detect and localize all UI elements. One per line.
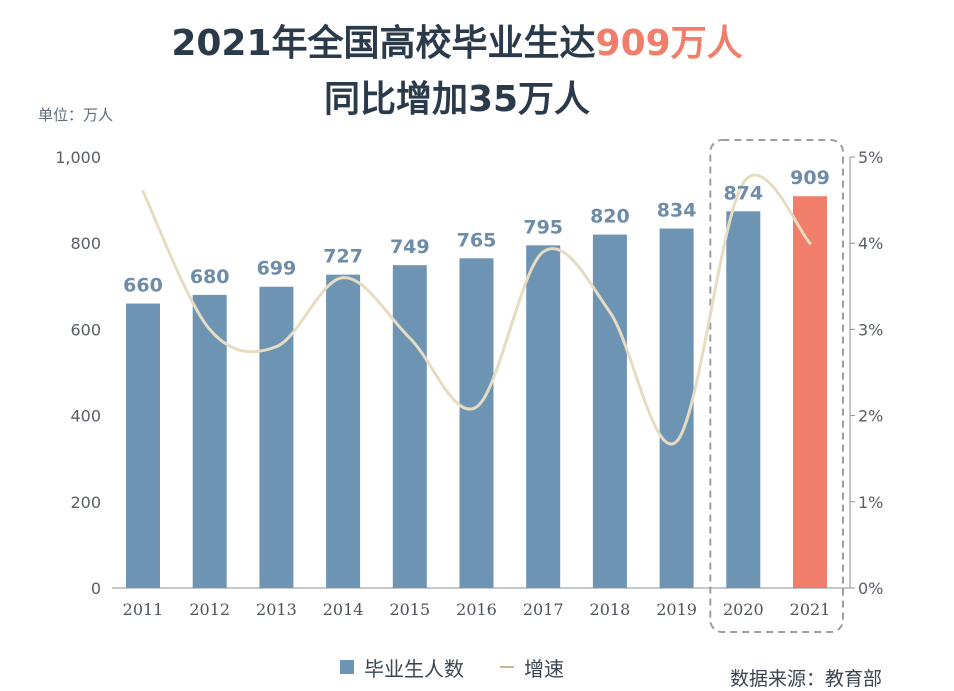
right-axis-tick: 3% bbox=[858, 320, 883, 339]
bar-value-label: 874 bbox=[723, 182, 763, 204]
right-axis-tick: 5% bbox=[858, 148, 883, 167]
bar-2021 bbox=[793, 196, 827, 588]
legend-bar-label: 毕业生人数 bbox=[364, 656, 464, 681]
x-axis-tick: 2017 bbox=[523, 600, 564, 619]
bar-value-label: 834 bbox=[657, 200, 697, 222]
right-axis-tick: 2% bbox=[858, 407, 883, 426]
right-axis-tick: 1% bbox=[858, 493, 883, 512]
x-axis-tick: 2019 bbox=[656, 600, 697, 619]
x-axis-tick: 2018 bbox=[590, 600, 631, 619]
bar-value-label: 749 bbox=[390, 236, 430, 258]
chart-title-line1: 2021年全国高校毕业生达909万人 bbox=[0, 24, 934, 64]
bar-2011 bbox=[126, 303, 160, 588]
bar-2014 bbox=[326, 274, 361, 588]
x-axis-tick: 2013 bbox=[256, 600, 297, 619]
highlight-box bbox=[709, 139, 844, 633]
unit-label: 单位：万人 bbox=[38, 106, 114, 124]
bar-2017 bbox=[526, 245, 561, 589]
bar-2012 bbox=[192, 294, 227, 588]
bar-value-label: 765 bbox=[457, 229, 497, 251]
bar-2013 bbox=[259, 286, 294, 588]
bar-value-label: 820 bbox=[590, 206, 630, 228]
x-axis-tick: 2015 bbox=[389, 600, 430, 619]
title-highlight: 909万人 bbox=[595, 23, 743, 64]
left-axis-tick: 800 bbox=[70, 234, 101, 253]
bar-value-label: 727 bbox=[323, 246, 363, 268]
x-axis-tick: 2016 bbox=[456, 600, 497, 619]
left-axis-tick: 0 bbox=[91, 579, 101, 598]
bar-2018 bbox=[592, 234, 627, 588]
right-axis-tick: 0% bbox=[858, 579, 883, 598]
x-axis-tick: 2021 bbox=[790, 600, 831, 619]
legend: 毕业生人数 增速 bbox=[340, 652, 564, 682]
bar-value-label: 680 bbox=[190, 266, 230, 288]
bar-value-label: 795 bbox=[523, 216, 563, 238]
growth-rate-line bbox=[141, 173, 812, 446]
bar-2020 bbox=[726, 211, 761, 588]
chart-title-line2: 同比增加35万人 bbox=[323, 79, 591, 120]
right-axis-tick: 4% bbox=[858, 234, 883, 253]
x-axis-tick: 2020 bbox=[723, 600, 764, 619]
data-source: 数据来源：教育部 bbox=[730, 668, 883, 690]
bar-value-label: 909 bbox=[790, 167, 830, 189]
bar-value-label: 660 bbox=[123, 275, 163, 297]
bar-2019 bbox=[659, 228, 694, 588]
bar-value-label: 699 bbox=[257, 258, 297, 280]
legend-bar-swatch bbox=[340, 660, 354, 674]
left-axis-tick: 600 bbox=[70, 320, 101, 339]
bar-2015 bbox=[392, 265, 427, 588]
legend-line-swatch bbox=[500, 666, 514, 668]
x-axis-tick: 2014 bbox=[323, 600, 364, 619]
left-axis-tick: 200 bbox=[70, 493, 101, 512]
bar-2016 bbox=[459, 258, 494, 588]
x-axis-tick: 2011 bbox=[123, 600, 164, 619]
title-prefix: 2021年全国高校毕业生达 bbox=[171, 23, 596, 64]
left-axis-tick: 400 bbox=[70, 407, 101, 426]
legend-line-label: 增速 bbox=[524, 656, 564, 681]
left-axis-tick: 1,000 bbox=[55, 148, 101, 167]
x-axis-tick: 2012 bbox=[189, 600, 230, 619]
